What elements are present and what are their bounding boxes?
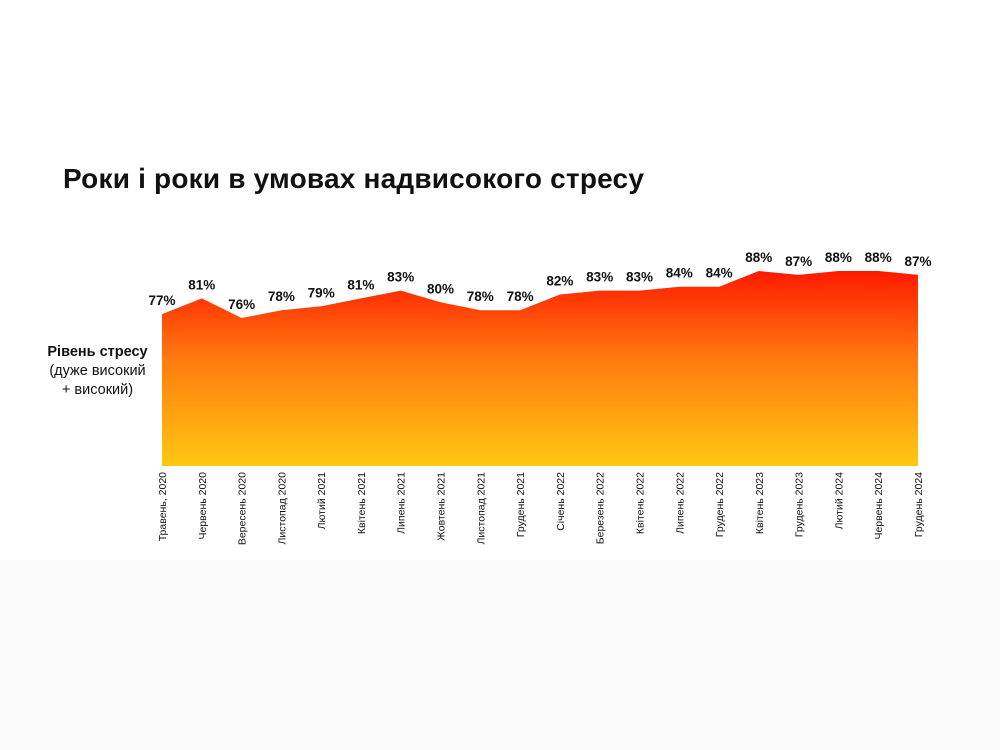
- x-tick-label: Квітень 2023: [754, 472, 766, 534]
- data-label: 81%: [188, 277, 215, 292]
- y-axis-label-main: Рівень стресу: [47, 344, 148, 360]
- x-tick-label: Вересень 2020: [237, 472, 249, 545]
- data-label: 88%: [865, 250, 892, 265]
- x-tick-label: Березень 2022: [595, 472, 607, 544]
- data-label: 78%: [507, 289, 534, 304]
- x-tick-label: Жовтень 2021: [436, 472, 448, 541]
- x-tick-label: Квітень 2022: [635, 472, 647, 534]
- x-tick-label: Грудень 2023: [794, 472, 806, 537]
- data-label: 82%: [546, 274, 573, 289]
- x-tick-label: Листопад 2020: [276, 472, 288, 545]
- data-label: 79%: [308, 285, 335, 300]
- x-tick-label: Грудень 2021: [515, 472, 527, 537]
- data-label: 83%: [586, 270, 613, 285]
- x-axis-tick-labels: Травень, 2020 Червень 2020 Вересень 2020 Ли…: [157, 472, 925, 545]
- x-tick-label: Липень 2022: [674, 472, 686, 534]
- x-tick-label: Лютий 2021: [316, 472, 328, 530]
- data-label: 80%: [427, 281, 454, 296]
- x-tick-label: Грудень 2022: [714, 472, 726, 537]
- x-tick-label: Грудень 2024: [913, 472, 925, 537]
- data-label: 84%: [706, 266, 733, 281]
- area-series: [162, 271, 918, 466]
- slide: Роки і роки в умовах надвисокого стресу …: [30, 163, 932, 546]
- x-tick-label: Лютий 2024: [833, 472, 845, 530]
- y-axis-label: Рівень стресу (дуже високий + високий): [30, 343, 165, 400]
- x-tick-label: Червень 2020: [197, 472, 209, 540]
- x-tick-label: Липень 2021: [396, 472, 408, 534]
- y-axis-label-sub-line-1: (дуже високий: [49, 363, 146, 379]
- data-label: 87%: [904, 254, 931, 269]
- data-label: 77%: [148, 293, 175, 308]
- data-label: 88%: [825, 250, 852, 265]
- data-label: 88%: [745, 250, 772, 265]
- y-axis-label-sub-line-2: + високий): [61, 382, 134, 398]
- data-label: 83%: [626, 270, 653, 285]
- data-label: 83%: [387, 270, 414, 285]
- x-tick-label: Травень, 2020: [157, 472, 169, 541]
- x-tick-label: Січень 2022: [555, 472, 567, 531]
- x-tick-label: Квітень 2021: [356, 472, 368, 534]
- data-label: 76%: [228, 297, 255, 312]
- x-tick-label: Червень 2024: [873, 472, 885, 540]
- data-label: 78%: [268, 289, 295, 304]
- x-tick-label: Листопад 2021: [475, 472, 487, 545]
- stress-area-chart: 77% 81% 76% 78% 79% 81% 83% 80% 78% 78% 82% 83% 83% 8…: [148, 250, 931, 545]
- data-label: 78%: [467, 289, 494, 304]
- data-label: 81%: [347, 277, 374, 292]
- chart-title: Роки і роки в умовах надвисокого стресу: [63, 163, 645, 194]
- data-label: 87%: [785, 254, 812, 269]
- data-labels: 77% 81% 76% 78% 79% 81% 83% 80% 78% 78% 82% 83% 83% 8…: [148, 250, 931, 312]
- data-label: 84%: [666, 266, 693, 281]
